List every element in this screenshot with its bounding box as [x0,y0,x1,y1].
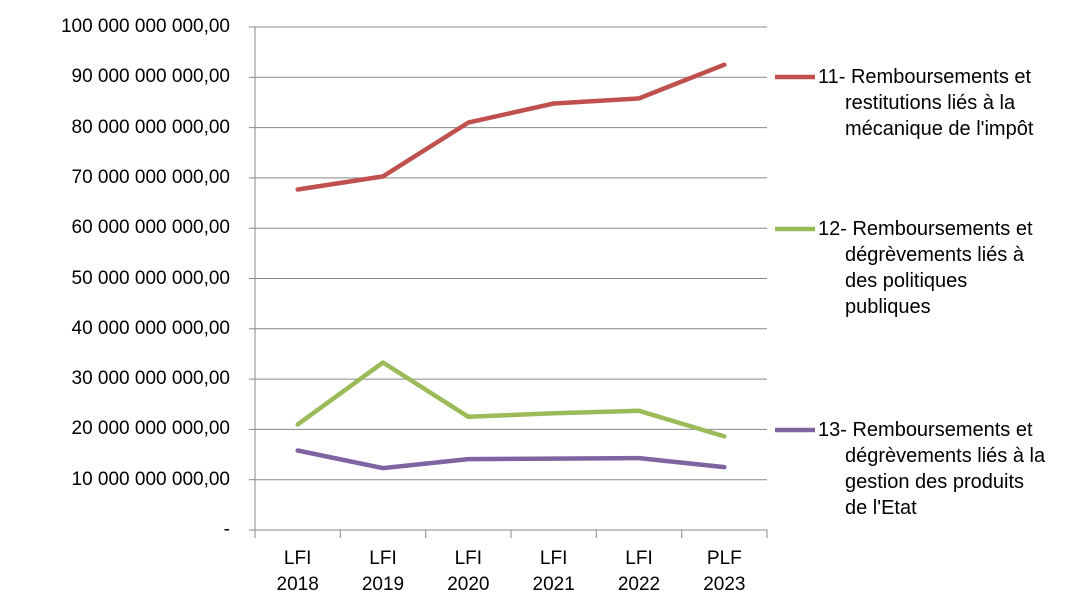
y-tick-label: 70 000 000 000,00 [71,166,231,188]
x-tick-label: LFI 2020 [447,548,490,595]
y-tick-label: 50 000 000 000,00 [71,267,231,289]
legend-label: 13- Remboursements et dégrèvements liés … [818,419,1046,519]
y-tick-label: 30 000 000 000,00 [71,368,231,390]
y-tick-label: 100 000 000 000,00 [60,16,230,37]
y-tick-label: 90 000 000 000,00 [71,66,231,88]
y-tick-label: 20 000 000 000,00 [71,418,231,440]
legend-label: 12- Remboursements et dégrèvements liés … [818,218,1033,318]
x-tick-label: LFI 2018 [276,548,319,595]
y-tick-label: - [223,519,230,540]
x-tick-label: PLF 2023 [703,548,746,595]
series-line [295,360,727,439]
series-line [295,62,727,192]
y-tick-label: 80 000 000 000,00 [71,116,231,138]
y-tick-label: 10 000 000 000,00 [71,468,231,490]
y-tick-label: 40 000 000 000,00 [71,317,231,339]
series-line [295,448,727,471]
x-tick-label: LFI 2022 [617,548,661,595]
x-tick-label: LFI 2021 [532,548,575,595]
x-tick-label: LFI 2019 [361,548,405,595]
legend-label: 11- Remboursements et restitutions liés … [818,66,1034,140]
y-tick-label: 60 000 000 000,00 [71,217,231,239]
